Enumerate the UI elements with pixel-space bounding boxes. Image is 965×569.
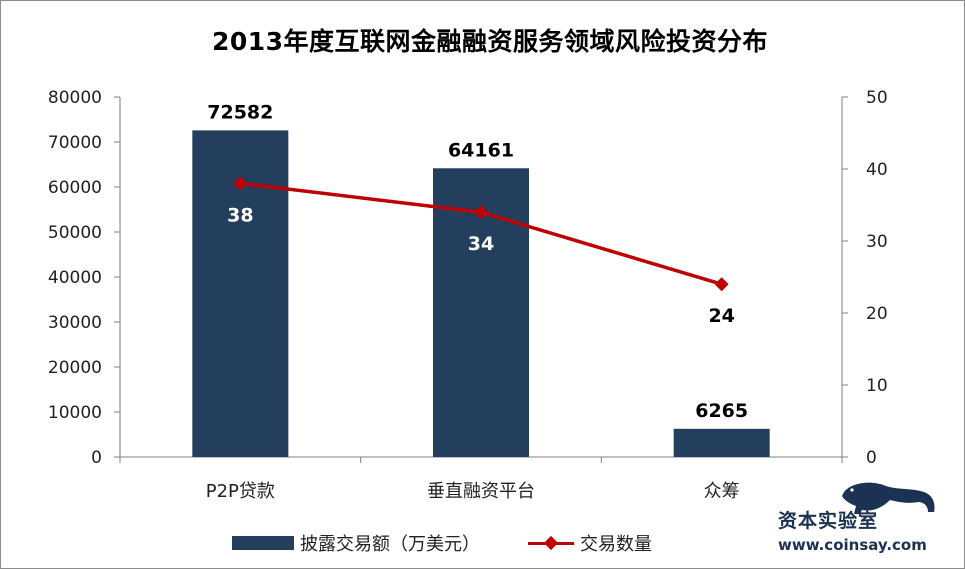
y-right-tick-label: 50: [866, 88, 888, 108]
x-tick-label: 垂直融资平台: [427, 481, 535, 502]
labels-layer: 72582 64161 6265 38 34 24: [207, 101, 748, 421]
x-tick-label: P2P贷款: [206, 481, 275, 502]
bar-data-label: 72582: [207, 101, 273, 123]
bar: [673, 428, 770, 457]
line-data-label: 34: [468, 233, 494, 255]
legend-item-bar: 披露交易额（万美元）: [232, 530, 480, 556]
y-left-tick-label: 30000: [48, 313, 102, 333]
line-point: [474, 205, 488, 220]
bars-layer: [192, 130, 770, 458]
line-data-label: 38: [227, 204, 253, 226]
legend-label-bar: 披露交易额（万美元）: [300, 534, 480, 555]
panther-icon: [842, 482, 935, 514]
y-left-tick-label: 60000: [48, 178, 102, 198]
watermark-url: www.coinsay.com: [778, 536, 927, 554]
y-left-tick-label: 0: [91, 448, 102, 468]
y-right-tick-label: 0: [866, 448, 877, 468]
legend-label-line: 交易数量: [580, 534, 652, 555]
y-left-tick-label: 10000: [48, 403, 102, 423]
legend-item-line: 交易数量: [528, 530, 652, 556]
watermark-text: 资本实验室: [778, 510, 879, 532]
legend-swatch-bar: [232, 536, 294, 550]
legend-swatch-line: [528, 535, 574, 551]
line-data-label: 24: [708, 305, 734, 327]
y-left-tick-label: 70000: [48, 133, 102, 153]
y-right-tick-label: 20: [866, 304, 888, 324]
y-left-tick-label: 80000: [48, 88, 102, 108]
watermark-logo: 资本实验室 www.coinsay.com: [772, 478, 952, 558]
y-right-tick-label: 30: [866, 232, 888, 252]
bar-data-label: 6265: [695, 400, 748, 422]
y-left-tick-label: 40000: [48, 268, 102, 288]
y-left-tick-label: 50000: [48, 223, 102, 243]
y-right-tick-label: 40: [866, 160, 888, 180]
line-point: [233, 176, 248, 191]
x-tick-label: 众筹: [704, 481, 740, 502]
legend: 披露交易额（万美元） 交易数量: [232, 528, 700, 558]
chart-title: 2013年度互联网金融融资服务领域风险投资分布: [211, 27, 769, 56]
line-point: [714, 277, 729, 292]
bar-data-label: 64161: [448, 139, 514, 161]
line-layer: [233, 176, 729, 292]
y-right-tick-label: 10: [866, 376, 888, 396]
y-left-tick-label: 20000: [48, 358, 102, 378]
